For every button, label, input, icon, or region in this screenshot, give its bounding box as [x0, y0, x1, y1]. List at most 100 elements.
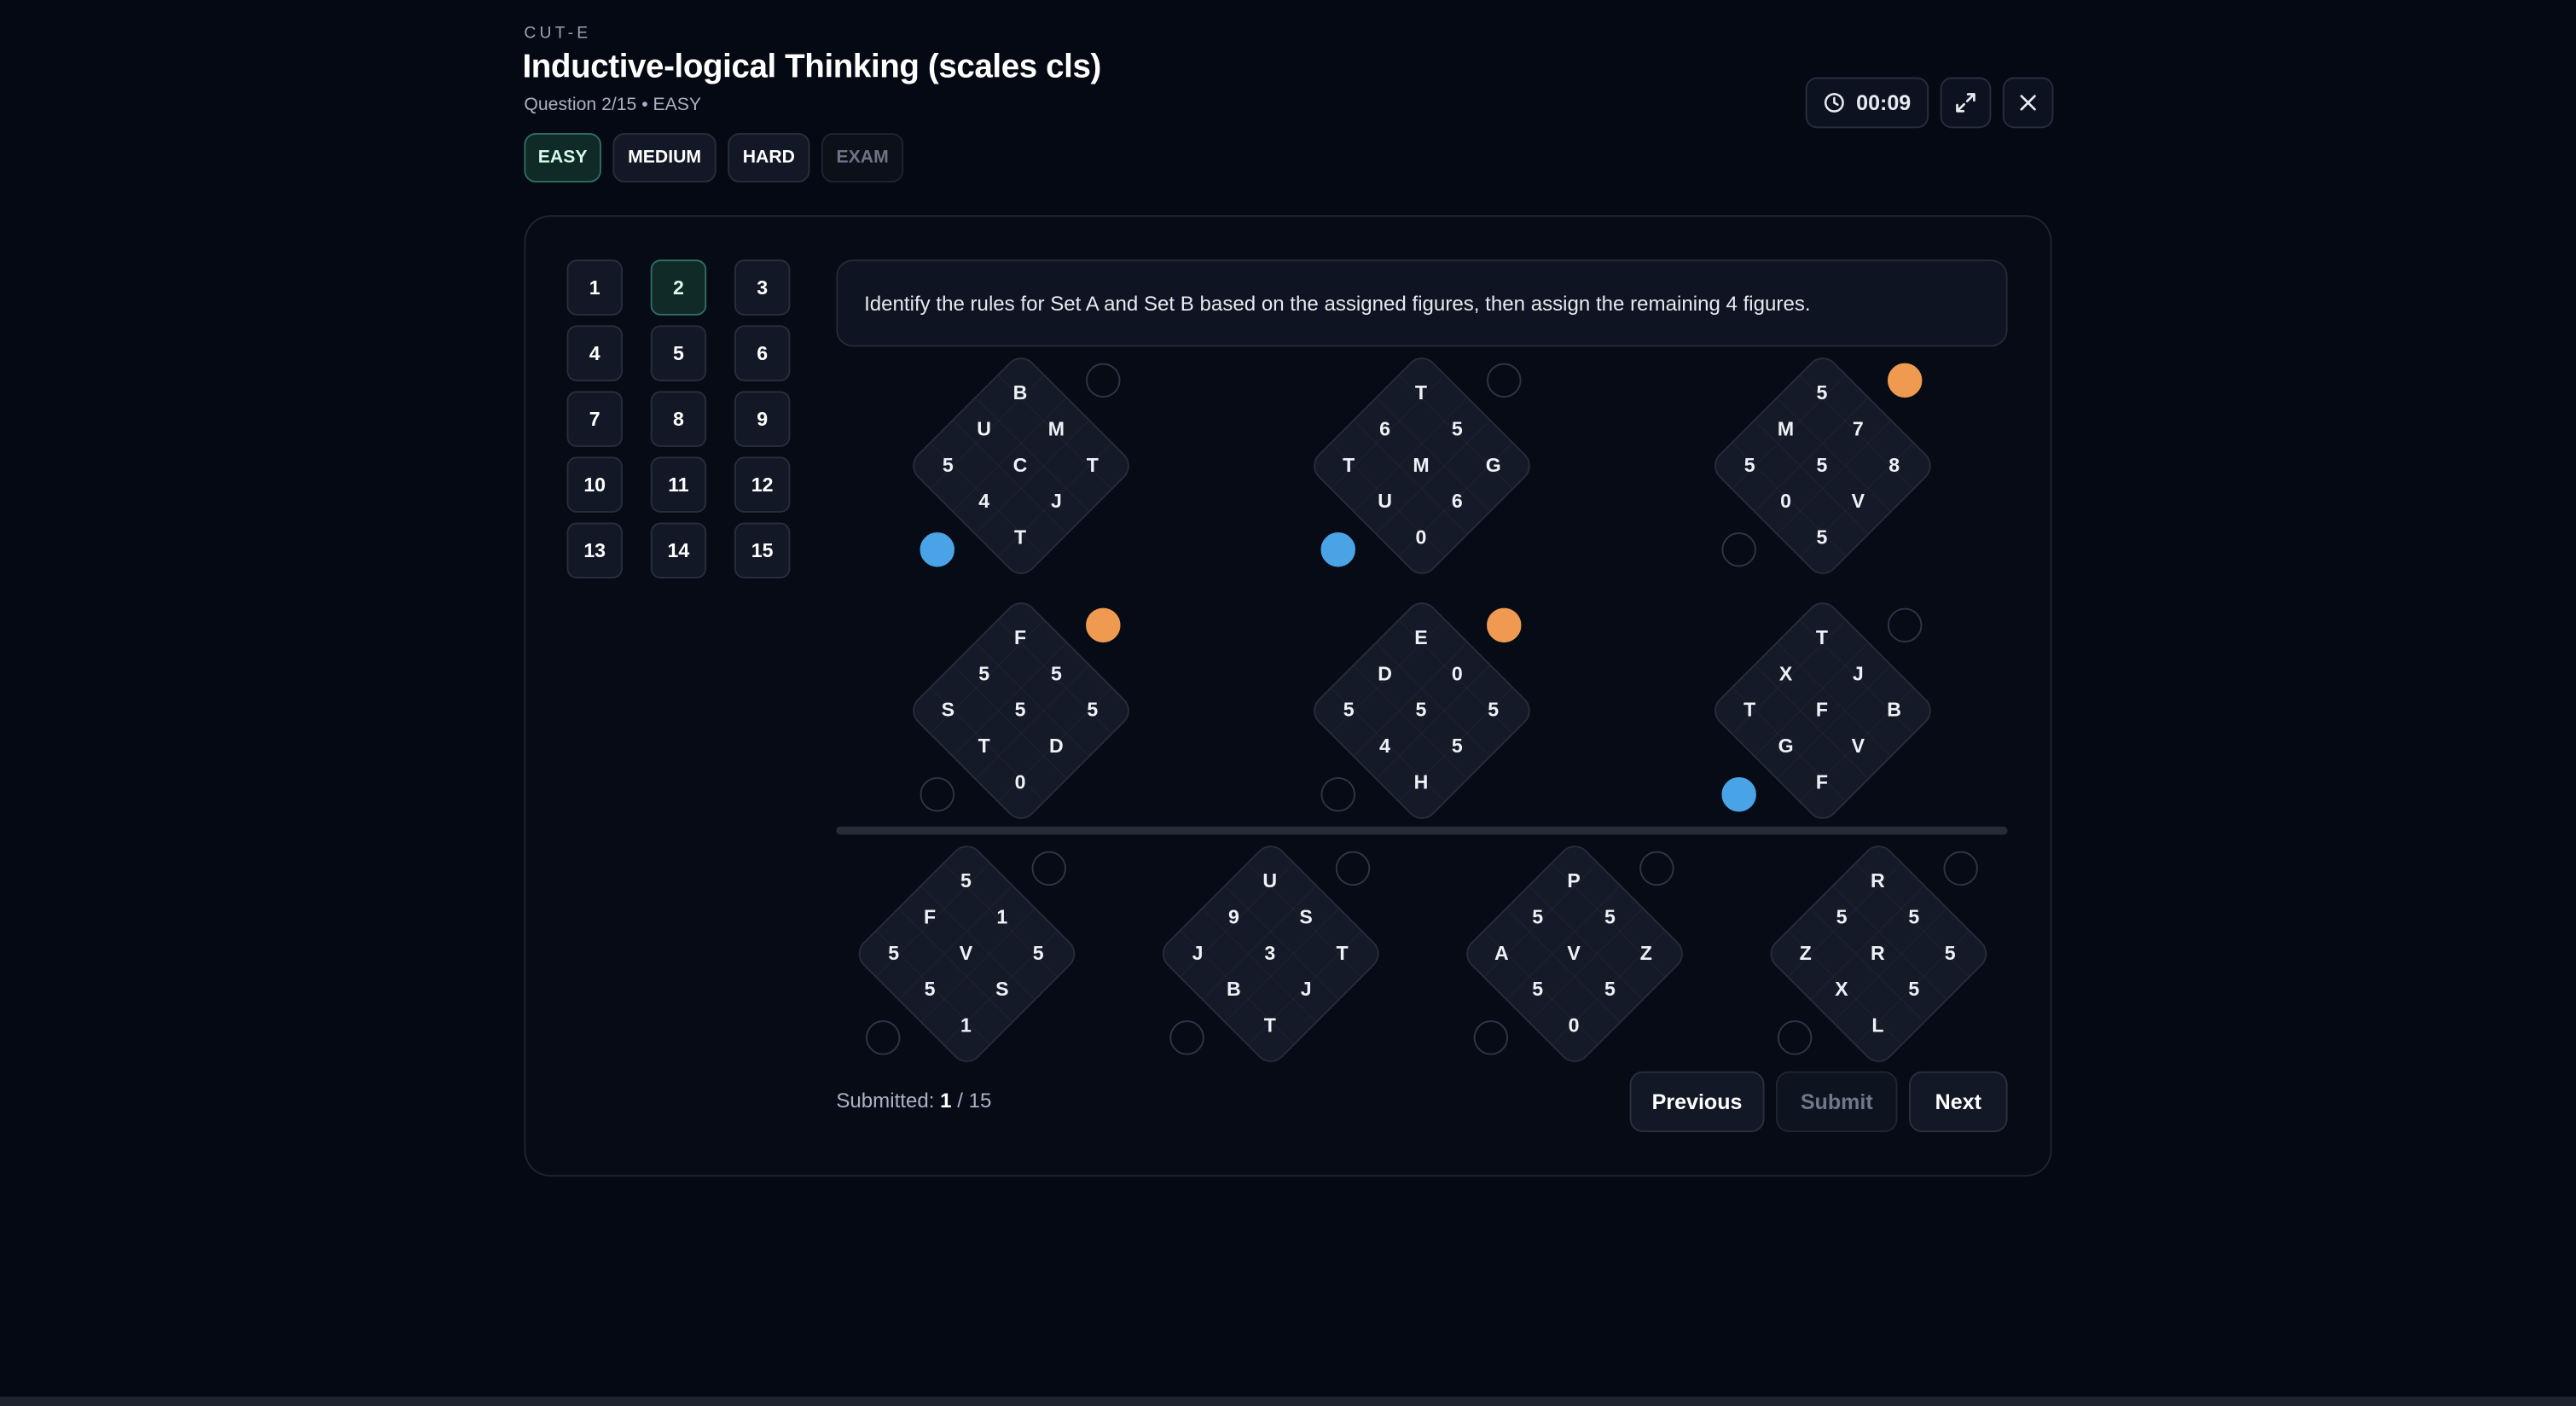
- question-button-10[interactable]: 10: [566, 456, 623, 513]
- set-b-marker[interactable]: [1031, 851, 1066, 886]
- figure-symbol: D: [1049, 734, 1064, 758]
- set-a-marker[interactable]: [1169, 1020, 1204, 1055]
- figure-symbol: T: [1263, 1014, 1276, 1037]
- set-a-marker[interactable]: [866, 1020, 901, 1055]
- question-button-6[interactable]: 6: [734, 325, 791, 381]
- figure-symbol: T: [1013, 526, 1027, 549]
- figure-symbol: M: [1047, 417, 1065, 441]
- set-a-marker[interactable]: [920, 776, 955, 812]
- figure-symbol: Z: [1639, 941, 1652, 965]
- submitted-total: / 15: [957, 1089, 992, 1113]
- tab-medium[interactable]: MEDIUM: [612, 133, 717, 183]
- question-button-14[interactable]: 14: [650, 522, 707, 578]
- question-subtitle: Question 2/15 • EASY: [524, 95, 702, 115]
- set-b-marker[interactable]: [1086, 363, 1121, 398]
- figure-symbol: E: [1414, 625, 1428, 649]
- figure-symbol: U: [977, 417, 992, 441]
- question-button-5[interactable]: 5: [650, 325, 707, 381]
- figure-symbol: 0: [1451, 662, 1463, 686]
- question-navigator: 1 2 3 4 5 6 7 8 9 10 11 12 13 14 15: [566, 259, 791, 578]
- tab-hard[interactable]: HARD: [728, 133, 810, 183]
- set-a-marker[interactable]: [920, 532, 955, 567]
- set-divider: [836, 826, 2008, 835]
- set-b-marker[interactable]: [1487, 363, 1522, 398]
- question-button-7[interactable]: 7: [566, 391, 623, 447]
- tab-easy[interactable]: EASY: [524, 133, 601, 183]
- figure-symbol: V: [1851, 734, 1865, 758]
- figure-symbol: T: [1086, 453, 1099, 477]
- figure-symbol: T: [1743, 698, 1756, 722]
- set-b-marker[interactable]: [1487, 607, 1522, 643]
- figure-symbol: 3: [1264, 941, 1276, 965]
- set-b-marker[interactable]: [1943, 851, 1978, 886]
- figure-symbol: 5: [1050, 662, 1062, 686]
- tab-exam[interactable]: EXAM: [821, 133, 904, 183]
- close-button[interactable]: [2002, 77, 2054, 129]
- set-a-marker[interactable]: [1777, 1020, 1813, 1055]
- figure-symbol: 5: [1532, 905, 1544, 929]
- figure-symbol: 5: [1836, 905, 1848, 929]
- figure-symbol: 5: [978, 662, 990, 686]
- next-button[interactable]: Next: [1909, 1071, 2008, 1133]
- top-controls: 00:09: [1805, 77, 2054, 129]
- submit-button[interactable]: Submit: [1776, 1071, 1898, 1133]
- figure-symbol: R: [1871, 869, 1885, 892]
- question-button-9[interactable]: 9: [734, 391, 791, 447]
- question-button-13[interactable]: 13: [566, 522, 623, 578]
- question-button-4[interactable]: 4: [566, 325, 623, 381]
- set-a-marker[interactable]: [1473, 1020, 1509, 1055]
- question-button-15[interactable]: 15: [734, 522, 791, 578]
- figure-symbol: U: [1378, 489, 1392, 513]
- figure-symbol: J: [1192, 941, 1204, 965]
- set-b-marker[interactable]: [1887, 363, 1923, 398]
- figure-symbol: S: [995, 977, 1009, 1001]
- question-button-8[interactable]: 8: [650, 391, 707, 447]
- figure-symbol: T: [978, 734, 990, 758]
- figure-symbol: J: [1050, 489, 1062, 513]
- figure-symbol: V: [1851, 489, 1865, 513]
- question-button-12[interactable]: 12: [734, 456, 791, 513]
- figure-symbol: 5: [1604, 977, 1616, 1001]
- figure-symbol: U: [1262, 869, 1278, 892]
- set-b-marker[interactable]: [1639, 851, 1674, 886]
- figure-symbol: 5: [1908, 977, 1920, 1001]
- figure-symbol: 7: [1852, 417, 1864, 441]
- question-button-3[interactable]: 3: [734, 259, 791, 316]
- timer-value: 00:09: [1856, 90, 1912, 115]
- figure-symbol: V: [959, 941, 973, 965]
- expand-icon: [1956, 93, 1976, 113]
- question-button-11[interactable]: 11: [650, 456, 707, 513]
- figure-symbol: S: [1299, 905, 1313, 929]
- figure-symbol: T: [1343, 453, 1355, 477]
- figure-symbol: 8: [1888, 453, 1900, 477]
- question-button-1[interactable]: 1: [566, 259, 623, 316]
- figure-symbol: Z: [1799, 941, 1812, 965]
- submitted-count: 1: [940, 1089, 952, 1113]
- figure-symbol: H: [1413, 770, 1429, 794]
- set-b-marker[interactable]: [1335, 851, 1371, 886]
- set-a-marker[interactable]: [1320, 532, 1355, 567]
- figure-symbol: 0: [1415, 526, 1427, 549]
- figure-symbol: 5: [1451, 734, 1463, 758]
- figure-symbol: 6: [1451, 489, 1463, 513]
- figure-symbol: 1: [960, 1014, 972, 1037]
- figure-symbol: 9: [1227, 905, 1239, 929]
- instruction-box: Identify the rules for Set A and Set B b…: [836, 259, 2008, 347]
- figure-symbol: T: [1336, 941, 1349, 965]
- set-b-marker[interactable]: [1086, 607, 1121, 643]
- set-b-marker[interactable]: [1887, 607, 1923, 643]
- figure-symbol: F: [1013, 625, 1027, 649]
- page-title: Inductive-logical Thinking (scales cls): [522, 49, 1101, 86]
- figure-symbol: 5: [1816, 381, 1828, 404]
- set-a-marker[interactable]: [1721, 776, 1756, 812]
- figure-symbol: M: [1413, 453, 1430, 477]
- previous-button[interactable]: Previous: [1629, 1071, 1765, 1133]
- question-button-2[interactable]: 2: [650, 259, 707, 316]
- figure-symbol: 5: [960, 869, 972, 892]
- figure-symbol: 5: [1604, 905, 1616, 929]
- fullscreen-button[interactable]: [1940, 77, 1992, 129]
- figure-symbol: L: [1871, 1014, 1884, 1037]
- set-a-marker[interactable]: [1320, 776, 1355, 812]
- set-a-marker[interactable]: [1721, 532, 1756, 567]
